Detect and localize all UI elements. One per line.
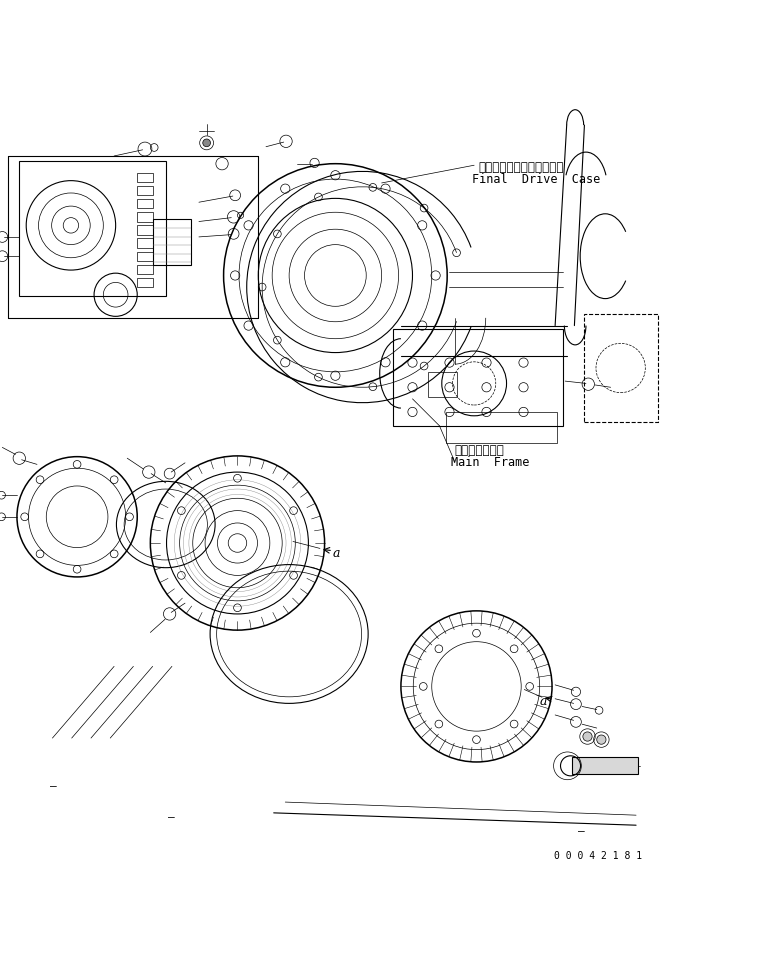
Text: _: _ <box>578 822 585 832</box>
Bar <box>19 162 166 296</box>
Bar <box>584 314 658 422</box>
Text: _: _ <box>168 808 175 818</box>
Text: ファイナルドライブケース: ファイナルドライブケース <box>478 161 564 174</box>
Circle shape <box>583 732 592 741</box>
Circle shape <box>203 139 210 146</box>
Bar <box>572 758 638 774</box>
Bar <box>137 186 153 195</box>
Text: _: _ <box>50 777 57 787</box>
Bar <box>137 239 153 248</box>
Bar <box>137 278 153 287</box>
Bar <box>153 219 191 265</box>
Bar <box>446 412 557 443</box>
Circle shape <box>597 735 606 744</box>
Text: メインフレーム: メインフレーム <box>455 444 505 457</box>
Bar <box>137 252 153 261</box>
Bar <box>393 330 563 426</box>
Bar <box>137 225 153 235</box>
Text: 0 0 0 4 2 1 8 1: 0 0 0 4 2 1 8 1 <box>554 851 641 861</box>
Bar <box>137 213 153 221</box>
Bar <box>137 264 153 274</box>
Bar <box>428 371 457 397</box>
Text: a: a <box>540 694 547 708</box>
Bar <box>137 199 153 209</box>
Text: Final  Drive  Case: Final Drive Case <box>472 173 600 185</box>
Text: Main  Frame: Main Frame <box>451 455 530 469</box>
Text: a: a <box>333 547 341 560</box>
Bar <box>137 173 153 182</box>
